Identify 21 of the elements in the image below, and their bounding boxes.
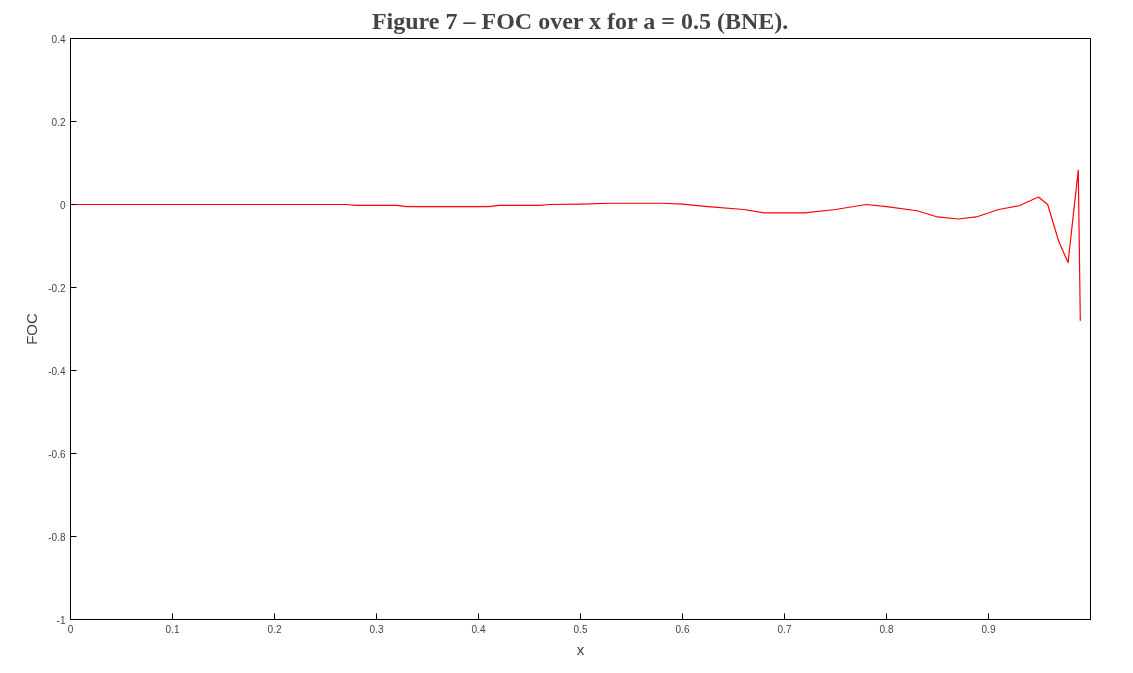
x-tick-label: 0.8	[879, 623, 894, 635]
y-tick-label: 0	[59, 199, 66, 211]
x-tick-label: 0.9	[981, 623, 996, 635]
y-tick-label: -0.2	[48, 282, 66, 294]
y-tick-label: -1	[56, 614, 66, 626]
y-tick-label: -0.8	[48, 531, 66, 543]
chart-title: Figure 7 – FOC over x for a = 0.5 (BNE).	[371, 7, 789, 34]
y-tick-label: 0.2	[51, 116, 66, 128]
y-axis-title: FOC	[23, 313, 41, 345]
x-tick-label: 0.3	[369, 623, 384, 635]
x-tick-label: 0	[67, 623, 74, 635]
x-tick-label: 0.7	[777, 623, 792, 635]
x-tick-label: 0.6	[675, 623, 690, 635]
y-tick-label: 0.4	[51, 33, 66, 45]
x-tick-label: 0.4	[471, 623, 486, 635]
y-tick-label: -0.4	[48, 365, 66, 377]
y-tick-label: -0.6	[48, 448, 66, 460]
x-tick-label: 0.1	[165, 623, 180, 635]
x-axis-title: x	[576, 640, 585, 658]
x-tick-label: 0.5	[573, 623, 588, 635]
x-tick-label: 0.2	[267, 623, 282, 635]
